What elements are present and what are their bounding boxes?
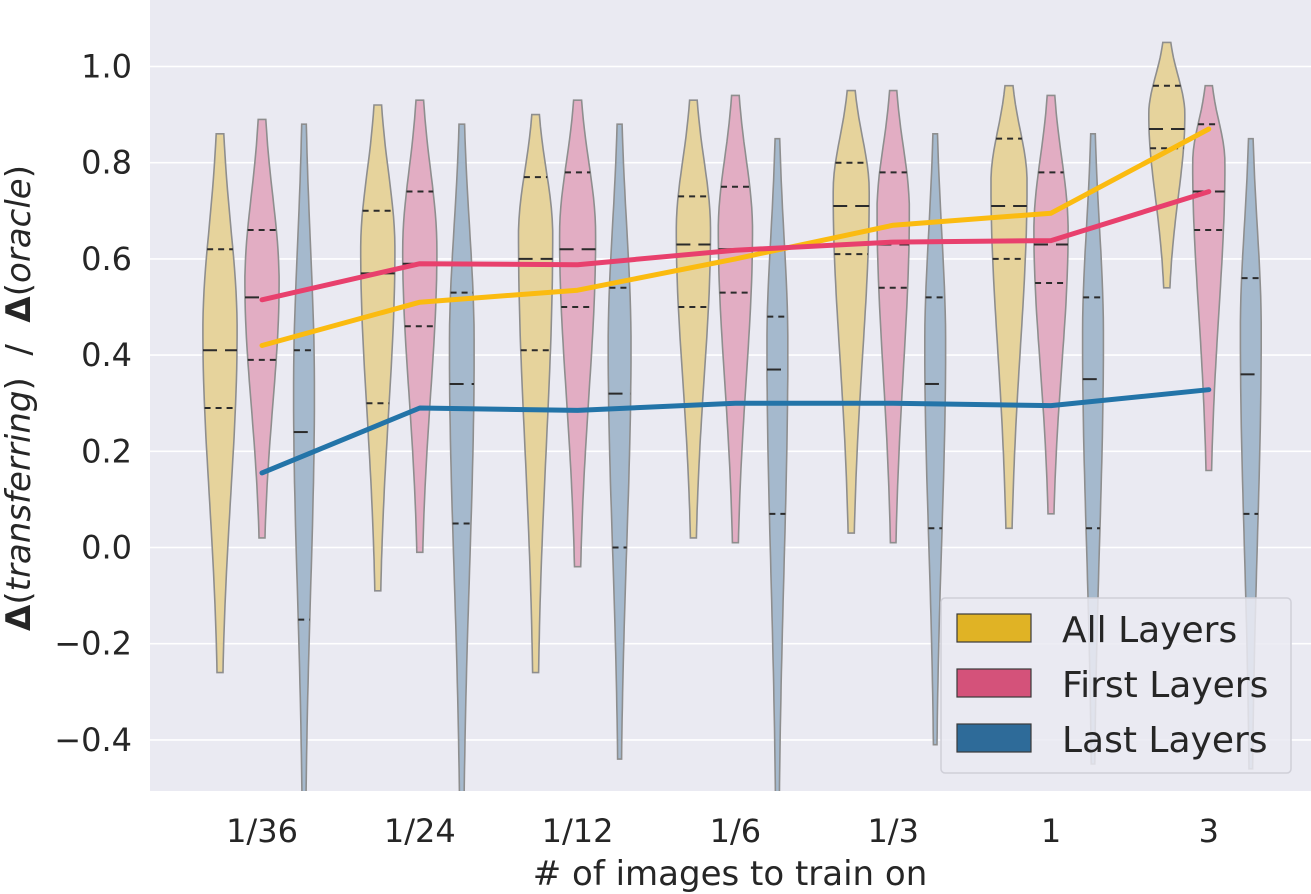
violin-all-layers <box>202 133 238 674</box>
violin-all-layers <box>675 99 712 539</box>
y-tick-label: 0.0 <box>81 529 132 567</box>
y-axis-label-part: ( <box>0 591 39 604</box>
y-axis-label-part: ) / <box>0 323 39 391</box>
line-all-layers <box>259 126 1212 348</box>
legend-swatch <box>956 613 1032 643</box>
y-axis-label-part: ) <box>0 165 39 178</box>
y-tick-labels: −0.4 −0.2 0.0 0.2 0.4 0.6 0.8 1.0 <box>54 48 132 759</box>
x-tick-label: 3 <box>1199 812 1219 850</box>
violin-all-layers <box>990 84 1028 530</box>
line-first-layers <box>259 189 1212 303</box>
x-tick-label: 1 <box>1041 812 1061 850</box>
y-tick-label: 0.8 <box>81 144 132 182</box>
y-axis-label-part: ( <box>0 283 39 296</box>
x-tick-label: 1/6 <box>710 812 762 850</box>
y-axis-label-part: Δ <box>0 296 39 323</box>
y-tick-label: −0.4 <box>54 721 132 759</box>
legend-label: All Layers <box>1062 610 1237 651</box>
line-last-layers <box>259 387 1212 476</box>
y-tick-label: 0.2 <box>81 432 132 470</box>
x-tick-label: 1/12 <box>542 812 614 850</box>
legend-swatch <box>956 668 1032 698</box>
legend-swatch <box>956 723 1032 753</box>
y-axis-label-part: Δ <box>0 604 39 631</box>
legend-label: First Layers <box>1062 665 1268 706</box>
x-axis-label: # of images to train on <box>533 854 928 894</box>
legend-label: Last Layers <box>1062 720 1268 761</box>
violin-all-layers <box>1148 41 1186 289</box>
x-tick-label: 1/24 <box>384 812 456 850</box>
legend: All Layers First Layers Last Layers <box>940 597 1292 774</box>
x-tick-labels: 1/36 1/24 1/12 1/6 1/3 1 3 <box>226 812 1219 850</box>
series-lines <box>259 126 1212 476</box>
y-tick-label: 0.6 <box>81 240 132 278</box>
violin-first-layers <box>244 118 280 539</box>
y-axis-label: Δ(transferring) / Δ(oracle) <box>0 165 39 631</box>
violin-last-layers <box>766 137 789 791</box>
x-tick-label: 1/3 <box>867 812 919 850</box>
y-axis-label-part: oracle <box>0 178 39 283</box>
y-tick-label: −0.2 <box>54 625 132 663</box>
y-tick-label: 1.0 <box>81 48 132 86</box>
x-tick-label: 1/36 <box>226 812 298 850</box>
y-tick-label: 0.4 <box>81 336 132 374</box>
y-axis-label-part: transferring <box>0 391 39 592</box>
violin-last-layers <box>924 133 947 746</box>
violin-first-layers <box>1191 84 1226 472</box>
violin-last-layers <box>448 123 475 791</box>
